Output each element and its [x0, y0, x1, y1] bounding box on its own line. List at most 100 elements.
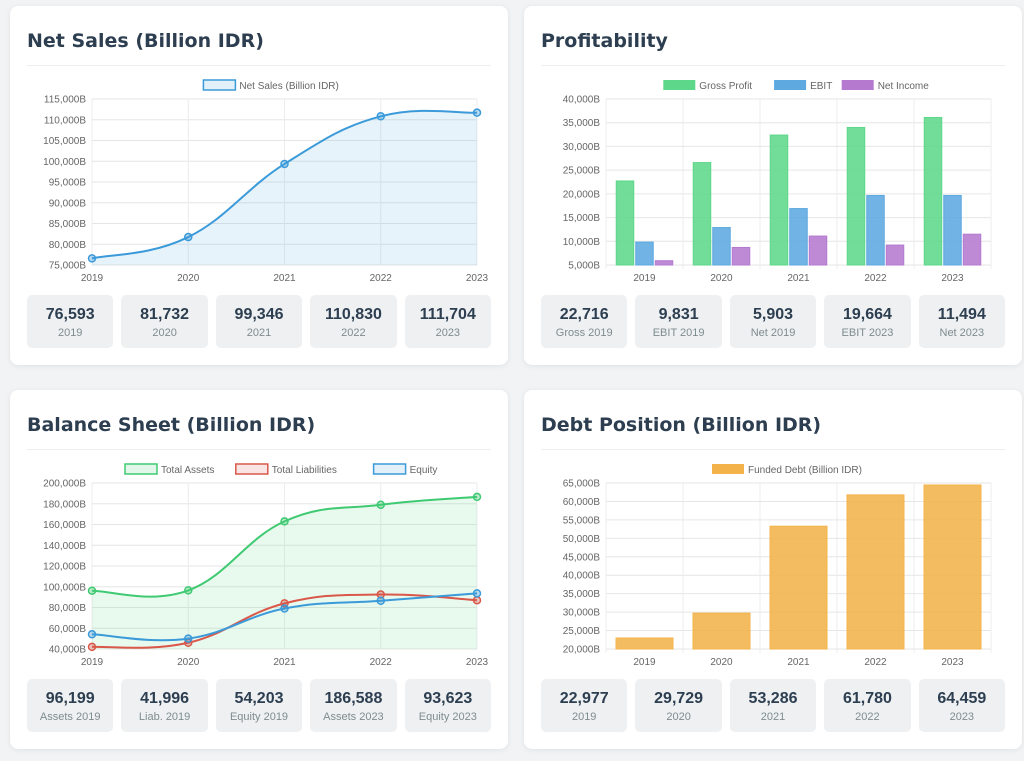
legend-item: Total Assets	[124, 463, 214, 476]
stat-label: 2021	[246, 327, 272, 339]
stat-value: 53,286	[748, 690, 798, 707]
bar	[923, 484, 982, 650]
bar	[923, 116, 943, 266]
stat-value: 110,830	[324, 306, 382, 323]
stat-value: 11,494	[937, 306, 986, 323]
data-point	[472, 492, 482, 502]
x-axis: 2019 2020 2021 2022 2023	[81, 483, 489, 668]
y-tick-label: 35,000B	[563, 589, 601, 600]
data-point	[280, 159, 289, 169]
series-gross-profit	[615, 116, 943, 266]
stat-box: 99,346 2021	[215, 295, 303, 348]
stat-box: 110,830 2022	[310, 295, 397, 348]
area-fill	[92, 496, 477, 649]
area-fill	[92, 110, 477, 265]
bar	[846, 494, 905, 650]
legend-item: Total Liabilities	[235, 463, 337, 476]
legend-label: EBIT	[810, 81, 832, 92]
legend-swatch	[712, 464, 744, 474]
bar	[962, 233, 982, 266]
bar	[692, 162, 712, 266]
bar	[789, 208, 808, 266]
bar	[808, 235, 828, 266]
y-tick-label: 60,000B	[563, 497, 601, 508]
stat-value: 61,780	[842, 690, 892, 707]
stat-label: Equity 2023	[418, 711, 477, 723]
balance-sheet-chart: Total Assets Total Liabilities Equity 40,00…	[43, 463, 489, 668]
y-tick-label: 35,000B	[563, 118, 601, 129]
stat-label: 2019	[571, 711, 597, 723]
y-tick-label: 110,000B	[44, 115, 86, 126]
legend-item: EBIT	[774, 80, 832, 92]
y-tick-label: 45,000B	[563, 552, 601, 563]
stat-label: 2022	[855, 711, 880, 723]
stat-box: 5,903 Net 2019	[729, 295, 817, 348]
x-tick-label: 2022	[864, 657, 887, 668]
bar	[846, 126, 866, 266]
y-tick-label: 85,000B	[49, 219, 87, 230]
stats-row: 76,593 2019 81,732 2020 99,346 2021 110,830…	[27, 295, 492, 348]
stat-box: 186,588 Assets 2023	[310, 679, 397, 732]
stat-label: 2019	[57, 327, 83, 339]
y-tick-label: 25,000B	[563, 626, 601, 637]
legend-label: Gross Profit	[699, 81, 752, 92]
stats-row: 96,199 Assets 2019 41,996 Liab. 2019 54,20…	[27, 679, 492, 732]
x-tick-label: 2020	[710, 657, 733, 668]
data-point	[87, 254, 97, 263]
card-title: Debt Position (Billion IDR)	[541, 414, 822, 436]
x-tick-label: 2021	[787, 657, 810, 668]
y-tick-label: 60,000B	[49, 624, 87, 635]
data-point	[87, 630, 97, 639]
data-point	[376, 596, 385, 606]
y-tick-label: 90,000B	[49, 198, 87, 209]
stat-label: 2023	[435, 327, 461, 339]
stat-value: 111,704	[419, 306, 476, 323]
stat-value: 5,903	[752, 306, 794, 323]
y-tick-label: 100,000B	[43, 157, 86, 168]
y-tick-label: 15,000B	[563, 213, 601, 224]
y-tick-label: 20,000B	[563, 645, 601, 656]
stat-label: 2022	[341, 327, 366, 339]
y-tick-label: 140,000B	[43, 541, 86, 552]
y-tick-label: 80,000B	[49, 240, 87, 251]
x-tick-label: 2020	[177, 273, 200, 284]
stat-box: 11,494 Net 2023	[918, 295, 1006, 348]
stat-value: 22,716	[559, 306, 609, 323]
data-point	[87, 642, 97, 652]
y-tick-label: 120,000B	[43, 562, 86, 573]
x-tick-label: 2023	[466, 657, 489, 668]
bar	[769, 525, 828, 650]
stat-box: 41,996 Liab. 2019	[121, 679, 208, 732]
x-tick-label: 2019	[633, 273, 656, 284]
x-tick-label: 2022	[370, 273, 393, 284]
stat-label: Assets 2019	[39, 711, 101, 723]
bar	[635, 241, 654, 266]
series-line	[91, 109, 478, 260]
bar	[866, 194, 885, 266]
legend-label: Net Income	[878, 81, 930, 92]
stat-box: 53,286 2021	[729, 679, 817, 732]
series-net-sales-billion-idr-	[87, 108, 482, 265]
data-point	[280, 517, 289, 526]
legend-label: Funded Debt (Billion IDR)	[748, 465, 862, 476]
divider	[27, 449, 491, 450]
legend-item: Net Sales (Billion IDR)	[202, 79, 339, 92]
x-tick-label: 2022	[370, 657, 393, 668]
legend-label: Net Sales (Billion IDR)	[239, 81, 338, 92]
bar	[692, 612, 751, 650]
data-point	[472, 595, 482, 605]
x-tick-label: 2020	[710, 273, 733, 284]
profitability-chart: Gross Profit EBIT Net Income 5,000B 10,000B 1…	[563, 80, 992, 284]
stat-value: 186,588	[324, 690, 383, 707]
legend-swatch	[841, 80, 874, 90]
stat-box: 22,716 Gross 2019	[541, 295, 628, 348]
y-tick-label: 95,000B	[49, 178, 87, 189]
stat-box: 19,664 EBIT 2023	[824, 295, 911, 348]
y-tick-label: 80,000B	[49, 603, 87, 614]
x-tick-label: 2019	[81, 273, 104, 284]
divider	[27, 65, 491, 66]
stat-label: Net 2019	[750, 327, 796, 339]
stat-box: 54,203 Equity 2019	[215, 679, 303, 732]
bar	[654, 260, 674, 266]
series-equity	[87, 589, 482, 643]
